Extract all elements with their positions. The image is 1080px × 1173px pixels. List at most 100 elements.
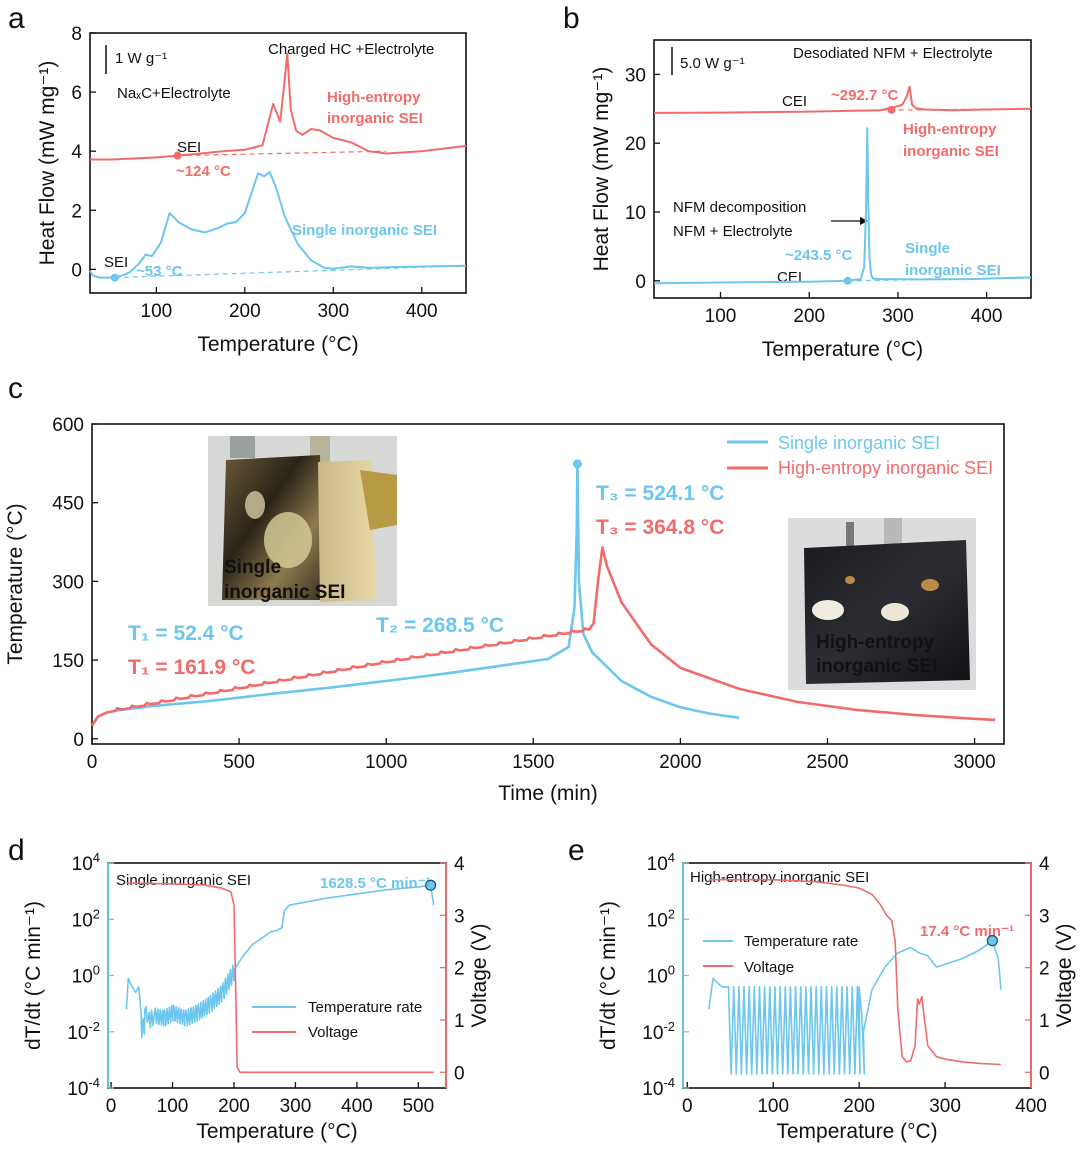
- x-tick-label: 1000: [365, 752, 407, 773]
- y-tick-label: 450: [52, 494, 84, 515]
- panel-b-single-label-1: Single: [905, 240, 950, 257]
- x-axis-label: Time (min): [498, 782, 598, 805]
- series-line-high: [90, 52, 467, 161]
- panel-b-high-label-1: High-entropy: [903, 121, 997, 138]
- panel-a-scale-label: 1 W g⁻¹: [115, 50, 167, 67]
- legend-c-single-label: Single inorganic SEI: [778, 433, 940, 453]
- y-tick-label: 10-2: [67, 1019, 100, 1044]
- x-tick-label: 0: [87, 752, 98, 773]
- y-tick-label: 0: [71, 260, 82, 281]
- peak-rate-marker: [425, 879, 437, 891]
- x-tick-label: 200: [843, 1096, 875, 1117]
- photo-single-label-1: Single: [224, 557, 281, 578]
- y-tick-label: 300: [52, 572, 84, 593]
- t2-label: T₂ = 268.5 °C: [376, 614, 504, 637]
- panel-d-title: Single inorganic SEI: [116, 872, 251, 889]
- panel-b-cei-single: CEI: [777, 269, 802, 286]
- y-axis-label: Heat Flow (mW mg⁻¹): [590, 67, 613, 272]
- y-tick-label: 6: [71, 83, 82, 104]
- panel-a-hc-label: Charged HC +Electrolyte: [268, 41, 434, 58]
- x-axis-label: Temperature (°C): [197, 333, 358, 356]
- y-tick-label: 102: [647, 906, 675, 931]
- panel-d-series: [125, 879, 437, 1074]
- panel-a-sei-high: SEI: [177, 139, 201, 156]
- y-tick-label: 100: [647, 963, 675, 988]
- x-tick-label: 100: [141, 301, 173, 322]
- x-tick-label: 300: [280, 1096, 312, 1117]
- photo-high-label-2: inorganic SEI: [816, 656, 937, 677]
- x-tick-label: 300: [929, 1096, 961, 1117]
- onset-marker-single: [843, 276, 852, 285]
- x-tick-label: 1500: [512, 752, 554, 773]
- y-axis-label: Heat Flow (mW mg⁻¹): [36, 61, 59, 266]
- onset-marker-high: [173, 151, 182, 160]
- y2-tick-label: 1: [1039, 1011, 1050, 1032]
- y-tick-label: 100: [72, 963, 100, 988]
- panel-b-series: [653, 85, 1032, 285]
- y-tick-label: 10: [625, 203, 646, 224]
- x-tick-label: 0: [106, 1096, 117, 1117]
- x-tick-label: 400: [341, 1096, 373, 1117]
- y-tick-label: 2: [71, 201, 82, 222]
- panel-e-series: [708, 878, 1002, 1075]
- x-tick-label: 300: [882, 306, 914, 327]
- panel-b-onset-high: ~292.7 °C: [831, 87, 898, 104]
- y-tick-label: 30: [625, 65, 646, 86]
- legend-d-voltage: Voltage: [308, 1024, 358, 1041]
- baseline-high: [844, 108, 1032, 112]
- panel-b-decomp-2: NFM + Electrolyte: [673, 223, 793, 240]
- onset-marker-single: [110, 273, 119, 282]
- x-tick-label: 500: [402, 1096, 434, 1117]
- y-tick-label: 102: [72, 906, 100, 931]
- panel-d-letter: d: [8, 834, 25, 867]
- legend-c-high-label: High-entropy inorganic SEI: [778, 458, 993, 478]
- panel-a-onset-single: ~53 °C: [136, 263, 183, 280]
- photo-single-sei: [208, 436, 397, 606]
- y2-axis-label: Voltage (V): [468, 924, 491, 1028]
- panel-a-nac-label: NaₓC+Electrolyte: [117, 85, 231, 102]
- x-tick-label: 200: [229, 301, 261, 322]
- y2-tick-label: 0: [454, 1063, 465, 1084]
- panel-e-letter: e: [568, 834, 585, 867]
- panel-a-high-label-1: High-entropy: [327, 89, 421, 106]
- x-tick-label: 0: [682, 1096, 693, 1117]
- panel-b-scale-label: 5.0 W g⁻¹: [680, 55, 745, 72]
- panel-b-high-label-2: inorganic SEI: [903, 143, 999, 160]
- panel-e-peak: 17.4 °C min⁻¹: [920, 923, 1014, 940]
- onset-marker-high: [887, 105, 896, 114]
- y2-axis-label: Voltage (V): [1053, 924, 1076, 1028]
- panel-c-frame: [91, 423, 1005, 745]
- y2-tick-label: 4: [454, 854, 465, 875]
- panel-a-high-label-2: inorganic SEI: [327, 110, 423, 127]
- x-tick-label: 2000: [659, 752, 701, 773]
- y2-tick-label: 3: [454, 906, 465, 927]
- x-tick-label: 200: [218, 1096, 250, 1117]
- t3-single-label: T₃ = 524.1 °C: [596, 482, 724, 505]
- legend-d-rate: Temperature rate: [308, 999, 422, 1016]
- x-tick-label: 100: [757, 1096, 789, 1117]
- baseline-single: [847, 277, 1032, 282]
- panel-a-axes: 100 200 300 400 Temperature (°C) 0 2 4 6 8 Heat Fl…: [36, 24, 438, 356]
- panel-b-title: Desodiated NFM + Electrolyte: [793, 45, 993, 62]
- y-tick-label: 8: [71, 24, 82, 45]
- panel-a-series: [89, 52, 467, 282]
- y2-tick-label: 1: [454, 1011, 465, 1032]
- y-tick-label: 600: [52, 415, 84, 436]
- y2-tick-label: 3: [1039, 906, 1050, 927]
- y2-tick-label: 0: [1039, 1063, 1050, 1084]
- photo-single-label-2: inorganic SEI: [224, 582, 345, 603]
- x-tick-label: 500: [223, 752, 255, 773]
- x-tick-label: 100: [705, 306, 737, 327]
- photo-high-sei: [788, 518, 976, 690]
- y2-tick-label: 4: [1039, 854, 1050, 875]
- legend-e-rate: Temperature rate: [744, 933, 858, 950]
- panel-c-series: [90, 459, 996, 727]
- panel-b-axes: 100 200 300 400 Temperature (°C) 0 10 20 30 Heat …: [590, 65, 1002, 361]
- panel-e-title: High-entropy inorganic SEI: [690, 869, 869, 886]
- panel-c-axes: 0 500 1000 1500 2000 2500 3000 Time (min) 0 150 30…: [4, 415, 996, 805]
- panel-b-letter: b: [563, 2, 580, 35]
- x-tick-label: 3000: [953, 752, 995, 773]
- y-tick-label: 10-2: [642, 1019, 675, 1044]
